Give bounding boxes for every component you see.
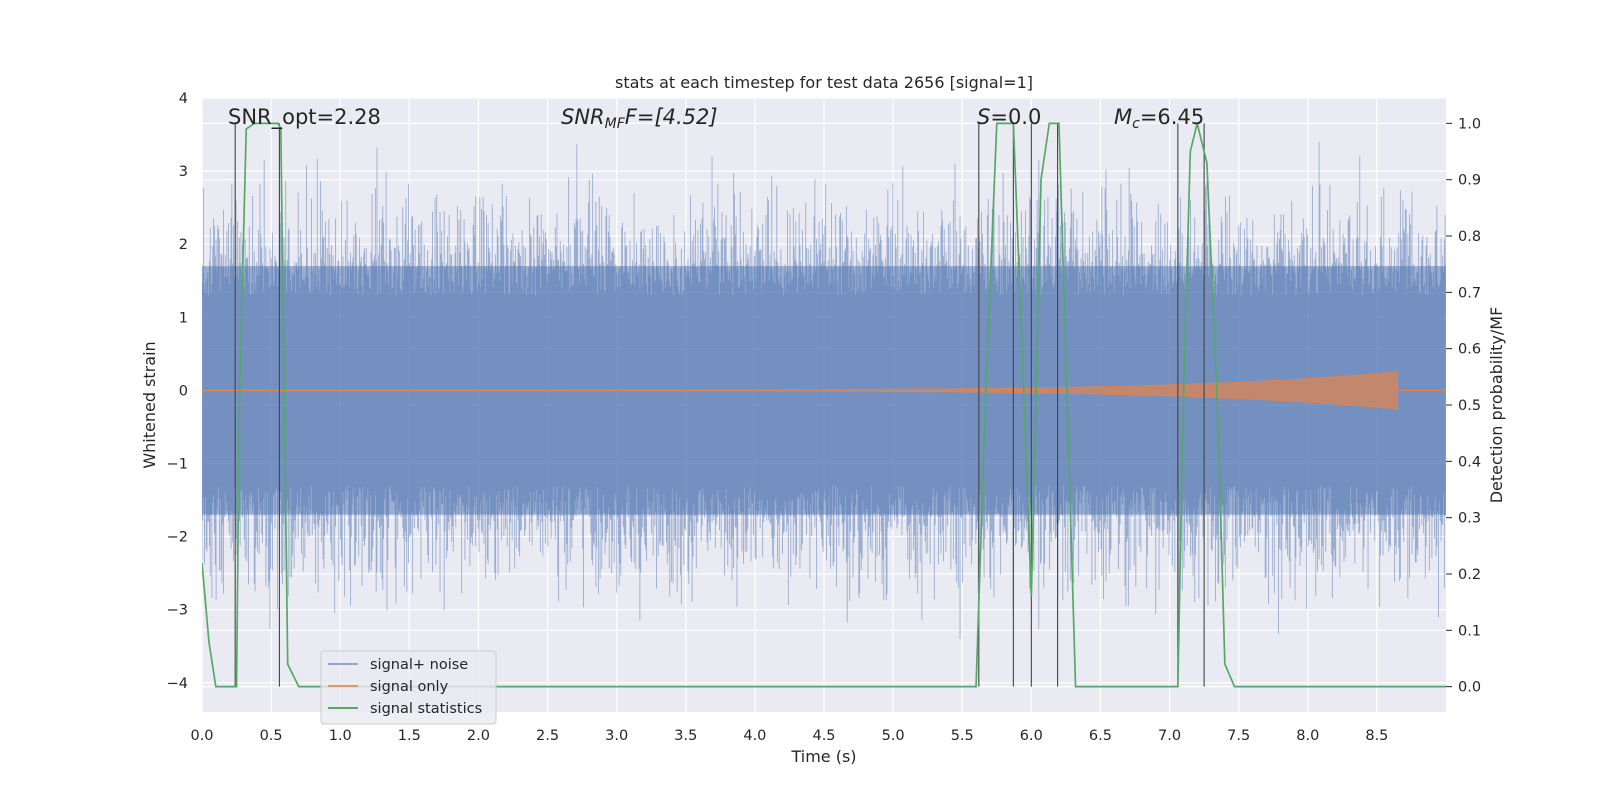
y-tick-label: −4 — [167, 676, 188, 692]
y-tick-label: 2 — [179, 237, 188, 253]
signal-statistics-line — [202, 122, 1446, 688]
y2-tick-label: 0.9 — [1458, 173, 1481, 189]
legend: signal+ noise signal only signal statist… — [320, 650, 497, 725]
legend-label-signal-only: signal only — [370, 679, 449, 695]
y-tick-labels: 4 3 2 1 0 −1 −2 −3 −4 — [167, 91, 188, 692]
x-tick-label: 2.5 — [536, 728, 559, 744]
x-tick-label: 7.5 — [1227, 728, 1250, 744]
x-tick-labels: 0.0 0.5 1.0 1.5 2.0 2.5 3.0 3.5 4.0 4.5 5.0 5.5 6.0 6… — [190, 728, 1388, 744]
y-tick-label: 0 — [179, 383, 188, 399]
y-tick-label: 3 — [179, 164, 188, 180]
y2-tick-label: 0.2 — [1458, 567, 1481, 583]
signal-only-series — [202, 371, 1446, 410]
legend-box — [320, 650, 497, 725]
x-tick-label: 5.0 — [882, 728, 905, 744]
annotation-s-value: =0.0 — [990, 105, 1041, 129]
chart-title: stats at each timestep for test data 265… — [615, 73, 1033, 92]
y2-tick-label: 0.8 — [1458, 229, 1481, 245]
annotation-mc-symbol: M — [1114, 105, 1132, 129]
legend-label-signal-statistics: signal statistics — [370, 701, 482, 717]
y2-tick-label: 0.6 — [1458, 342, 1481, 358]
x-tick-label: 3.5 — [674, 728, 697, 744]
annotation-snr-opt: SNR_opt=2.28 — [228, 105, 381, 130]
y2-tick-label: 0.7 — [1458, 285, 1481, 301]
x-tick-label: 4.0 — [743, 728, 766, 744]
y-axis-label: Whitened strain — [140, 341, 159, 468]
annotation-snr-mf-subscript: MF — [605, 116, 626, 132]
annotation-mc: Mc=6.45 — [1114, 105, 1204, 132]
y-tick-label: −1 — [167, 456, 188, 472]
x-tick-label: 4.5 — [812, 728, 835, 744]
y2-tick-label: 0.1 — [1458, 623, 1481, 639]
y-tick-label: −3 — [167, 603, 188, 619]
y2-axis-label: Detection probability/MF — [1487, 307, 1506, 504]
x-axis-label: Time (s) — [790, 747, 856, 766]
x-tick-label: 0.0 — [190, 728, 213, 744]
annotation-snr-mf-value: F=[4.52] — [625, 105, 718, 129]
y2-tick-label: 1.0 — [1458, 116, 1481, 132]
annotation-snr-mf: SNRMFF=[4.52] — [561, 105, 718, 132]
annotation-s: S=0.0 — [977, 105, 1041, 129]
y-tick-label: −2 — [167, 530, 188, 546]
x-tick-label: 5.5 — [951, 728, 974, 744]
signal-only-envelope — [202, 371, 1399, 410]
x-tick-label: 6.5 — [1089, 728, 1112, 744]
x-tick-label: 7.0 — [1158, 728, 1181, 744]
y-tick-label: 1 — [179, 310, 188, 326]
x-tick-label: 8.0 — [1296, 728, 1319, 744]
y2-tick-label: 0.5 — [1458, 398, 1481, 414]
annotation-snr-mf-symbol: SNR — [561, 105, 605, 129]
x-tick-label: 1.5 — [398, 728, 421, 744]
annotation-mc-value: =6.45 — [1140, 105, 1204, 129]
signal-statistics-series — [202, 122, 1446, 688]
x-tick-label: 2.0 — [467, 728, 490, 744]
y2-tick-label: 0.0 — [1458, 680, 1481, 696]
x-tick-label: 0.5 — [260, 728, 283, 744]
y2-tick-label: 0.4 — [1458, 454, 1481, 470]
x-tick-label: 1.0 — [329, 728, 352, 744]
annotation-s-symbol: S — [977, 105, 990, 129]
x-tick-label: 8.5 — [1365, 728, 1388, 744]
x-tick-label: 6.0 — [1020, 728, 1043, 744]
y2-tick-labels: 1.0 0.9 0.8 0.7 0.6 0.5 0.4 0.3 0.2 0.1 0.0 — [1446, 116, 1481, 696]
x-tick-label: 3.0 — [605, 728, 628, 744]
annotation-mc-subscript: c — [1132, 116, 1140, 132]
y2-tick-label: 0.3 — [1458, 511, 1481, 527]
y-tick-label: 4 — [179, 91, 188, 107]
legend-label-signal-noise: signal+ noise — [370, 657, 468, 673]
plot-area — [202, 122, 1446, 688]
